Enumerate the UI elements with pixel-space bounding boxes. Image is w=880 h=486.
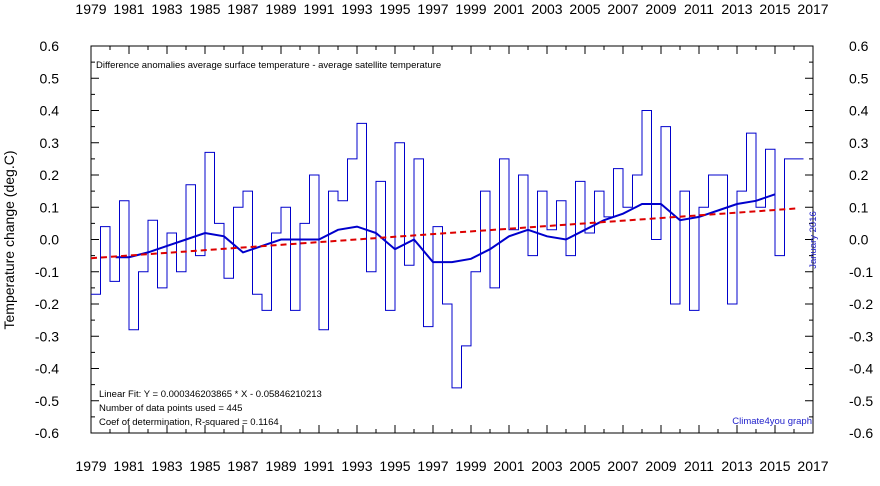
x-tick-label: 2009: [645, 458, 676, 474]
x-tick-label: 2005: [569, 1, 600, 17]
running-mean-series: [115, 193, 776, 264]
y-tick-label: 0.6: [849, 38, 869, 54]
x-tick-label: 2001: [493, 458, 524, 474]
x-tick-label: 1995: [379, 1, 410, 17]
x-tick-label: 1981: [113, 1, 144, 17]
x-tick-label: 2013: [721, 458, 752, 474]
axis-ticks: 1979 1979 1981 1981 1983 1983 1985 1985 1987 1987…: [35, 1, 873, 474]
x-tick-label: 1981: [113, 458, 144, 474]
x-tick-label: 1987: [227, 458, 258, 474]
x-tick-label: 1979: [75, 458, 106, 474]
y-tick-label: -0.3: [35, 328, 59, 344]
y-tick-label: -0.3: [849, 328, 873, 344]
x-tick-label: 2017: [797, 458, 828, 474]
x-tick-label: 1997: [417, 1, 448, 17]
y-tick-label: 0.5: [40, 70, 60, 86]
y-tick-label: 0.3: [849, 135, 869, 151]
fit-count: Number of data points used = 445: [99, 403, 242, 414]
fit-equation: Linear Fit: Y = 0.000346203865 * X - 0.0…: [99, 389, 322, 400]
x-tick-label: 2015: [759, 1, 790, 17]
x-tick-label: 1999: [455, 1, 486, 17]
x-tick-label: 2001: [493, 1, 524, 17]
y-tick-label: 0.2: [849, 167, 869, 183]
x-tick-label: 1993: [341, 1, 372, 17]
y-tick-label: -0.5: [849, 393, 873, 409]
fit-r-squared: Coef of determination, R-squared = 0.116…: [99, 417, 279, 428]
y-tick-label: -0.2: [849, 296, 873, 312]
y-tick-label: 0.1: [40, 199, 60, 215]
y-tick-label: -0.6: [849, 425, 873, 441]
x-tick-label: 1999: [455, 458, 486, 474]
x-tick-label: 2003: [531, 458, 562, 474]
y-tick-label: -0.1: [35, 264, 59, 280]
x-tick-label: 2011: [684, 1, 714, 17]
x-tick-label: 1985: [189, 1, 220, 17]
x-tick-label: 2015: [759, 458, 790, 474]
x-tick-label: 1993: [341, 458, 372, 474]
x-tick-label: 1995: [379, 458, 410, 474]
x-tick-label: 2011: [684, 458, 714, 474]
y-tick-label: -0.6: [35, 425, 59, 441]
x-tick-label: 2009: [645, 1, 676, 17]
y-tick-label: 0.2: [40, 167, 60, 183]
x-tick-label: 2007: [607, 458, 638, 474]
y-tick-label: 0.3: [40, 135, 60, 151]
data-series: [90, 110, 804, 389]
y-tick-label: 0.0: [40, 232, 60, 248]
y-axis-label: Temperature change (deg.C): [1, 151, 17, 330]
x-tick-label: 1979: [75, 1, 106, 17]
y-tick-label: 0.1: [849, 199, 869, 215]
y-tick-label: 0.6: [40, 38, 60, 54]
x-tick-label: 2007: [607, 1, 638, 17]
x-tick-label: 1985: [189, 458, 220, 474]
date-label: January 2016: [808, 211, 819, 269]
x-tick-label: 1983: [151, 458, 182, 474]
x-tick-label: 1989: [265, 458, 296, 474]
y-tick-label: 0.5: [849, 70, 869, 86]
monthly-difference-series: [91, 110, 804, 389]
x-tick-label: 2013: [721, 1, 752, 17]
y-tick-label: -0.1: [849, 264, 873, 280]
y-tick-label: -0.2: [35, 296, 59, 312]
y-tick-label: 0.0: [849, 232, 869, 248]
y-tick-label: -0.4: [849, 361, 873, 377]
x-tick-label: 1987: [227, 1, 258, 17]
y-tick-label: 0.4: [849, 103, 869, 119]
x-tick-label: 2017: [797, 1, 828, 17]
linear-trend-line: [90, 207, 796, 260]
x-tick-label: 1991: [303, 458, 334, 474]
x-tick-label: 1983: [151, 1, 182, 17]
x-tick-label: 1997: [417, 458, 448, 474]
x-tick-label: 1991: [303, 1, 334, 17]
x-tick-label: 1989: [265, 1, 296, 17]
x-tick-label: 2005: [569, 458, 600, 474]
y-tick-label: -0.5: [35, 393, 59, 409]
y-tick-label: -0.4: [35, 361, 59, 377]
y-tick-label: 0.4: [40, 103, 60, 119]
chart-title: Difference anomalies average surface tem…: [96, 60, 441, 71]
credit-label: Climate4you graph: [732, 416, 812, 427]
x-tick-label: 2003: [531, 1, 562, 17]
